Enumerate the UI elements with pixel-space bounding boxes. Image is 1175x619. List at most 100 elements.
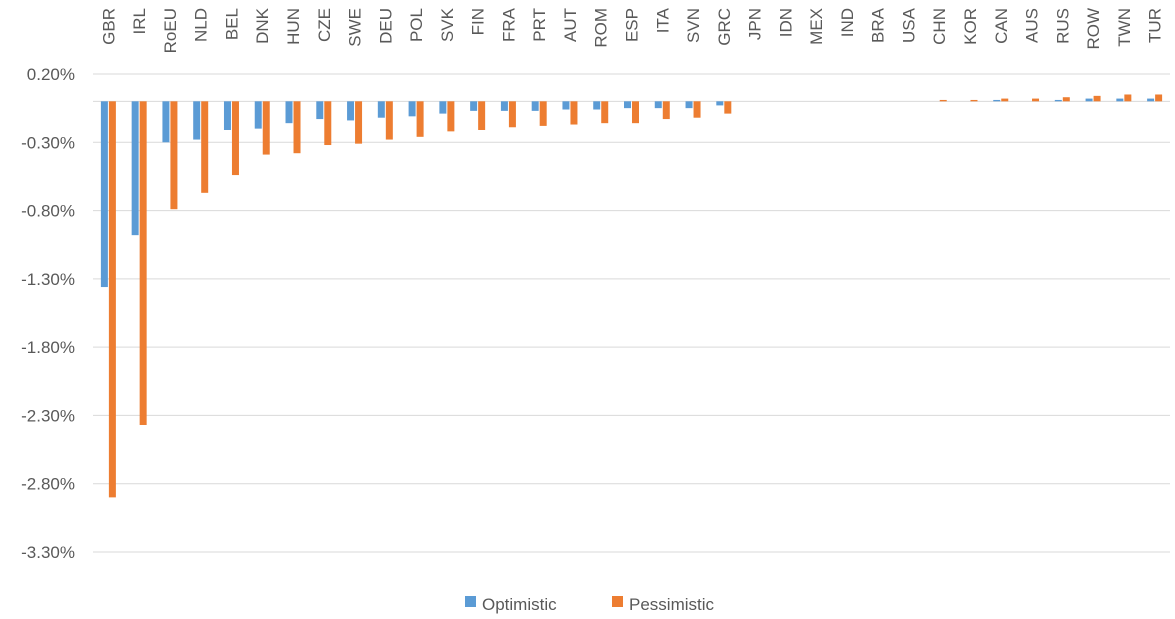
x-category-label: JPN bbox=[746, 8, 765, 40]
x-category-label: CZE bbox=[315, 8, 334, 42]
bar-pessimistic-kor bbox=[970, 99, 978, 102]
legend-label-pessimistic: Pessimistic bbox=[629, 595, 715, 614]
bar-pessimistic-tur bbox=[1155, 94, 1163, 102]
bar-pessimistic-ita bbox=[662, 101, 670, 120]
bar-pessimistic-row bbox=[1093, 95, 1101, 102]
x-category-label: HUN bbox=[284, 8, 303, 45]
x-category-label: IND bbox=[838, 8, 857, 37]
bar-pessimistic-grc bbox=[724, 101, 732, 114]
bar-optimistic-rus bbox=[1054, 99, 1062, 102]
x-category-label: FRA bbox=[499, 7, 518, 42]
bar-optimistic-roeu bbox=[162, 101, 170, 143]
x-category-label: CHN bbox=[930, 8, 949, 45]
bar-optimistic-irl bbox=[131, 101, 139, 236]
bar-optimistic-bel bbox=[223, 101, 231, 130]
y-tick-label: -0.80% bbox=[21, 202, 75, 221]
x-category-label: DEU bbox=[376, 8, 395, 44]
x-category-label: GRC bbox=[715, 8, 734, 46]
y-tick-label: -0.30% bbox=[21, 133, 75, 152]
bar-optimistic-ita bbox=[654, 101, 662, 109]
x-category-label: AUT bbox=[561, 8, 580, 42]
bar-optimistic-cze bbox=[316, 101, 324, 120]
bar-pessimistic-svn bbox=[693, 101, 701, 118]
bar-optimistic-grc bbox=[716, 101, 724, 106]
x-category-label: ESP bbox=[623, 8, 642, 42]
bar-pessimistic-svk bbox=[447, 101, 455, 132]
x-category-label: GBR bbox=[99, 8, 118, 45]
category-labels: GBR IRL RoEU NLD BEL DNK HUN CZE SWE DEU POL SVK FIN… bbox=[99, 7, 1164, 53]
x-category-label: RUS bbox=[1053, 8, 1072, 44]
x-category-label: MEX bbox=[807, 8, 826, 45]
legend-swatch-pessimistic bbox=[612, 596, 623, 607]
bar-pessimistic-irl bbox=[139, 101, 147, 425]
y-tick-label: -1.30% bbox=[21, 270, 75, 289]
bar-optimistic-gbr bbox=[100, 101, 108, 288]
bar-optimistic-pol bbox=[408, 101, 416, 117]
legend: Optimistic Pessimistic bbox=[465, 595, 715, 614]
x-category-label: IRL bbox=[130, 8, 149, 34]
bar-pessimistic-hun bbox=[293, 101, 301, 154]
bar-optimistic-hun bbox=[285, 101, 293, 124]
bar-optimistic-svk bbox=[439, 101, 447, 114]
x-category-label: TWN bbox=[1115, 8, 1134, 47]
y-tick-label: 0.20% bbox=[27, 65, 75, 84]
bar-pessimistic-aus bbox=[1032, 98, 1040, 102]
x-category-label: BRA bbox=[869, 7, 888, 43]
bar-optimistic-fin bbox=[470, 101, 478, 111]
bar-optimistic-aut bbox=[562, 101, 570, 110]
bar-pessimistic-esp bbox=[632, 101, 639, 124]
x-category-label: ROW bbox=[1084, 8, 1103, 50]
bar-optimistic-tur bbox=[1147, 98, 1155, 102]
bar-optimistic-rom bbox=[593, 101, 601, 110]
bar-optimistic-nld bbox=[193, 101, 201, 140]
bar-pessimistic-bel bbox=[231, 101, 239, 176]
legend-swatch-optimistic bbox=[465, 596, 476, 607]
x-category-label: DNK bbox=[253, 7, 272, 44]
bar-optimistic-swe bbox=[347, 101, 355, 121]
x-category-label: SWE bbox=[346, 8, 365, 47]
bar-pessimistic-swe bbox=[355, 101, 363, 144]
x-category-label: USA bbox=[899, 7, 918, 43]
bar-pessimistic-twn bbox=[1124, 94, 1132, 102]
bar-pessimistic-rom bbox=[601, 101, 609, 124]
x-category-label: RoEU bbox=[161, 8, 180, 53]
bar-optimistic-fra bbox=[500, 101, 508, 111]
bar-optimistic-twn bbox=[1116, 98, 1124, 102]
bar-pessimistic-dnk bbox=[262, 101, 270, 155]
x-category-label: SVK bbox=[438, 7, 457, 42]
x-category-label: SVN bbox=[684, 8, 703, 43]
bar-optimistic-row bbox=[1085, 98, 1093, 102]
x-category-label: NLD bbox=[192, 8, 211, 42]
x-category-label: POL bbox=[407, 8, 426, 42]
y-tick-label: -2.80% bbox=[21, 475, 75, 494]
bar-pessimistic-cze bbox=[324, 101, 332, 146]
gridlines bbox=[93, 73, 1170, 553]
y-axis-ticks: 0.20% -0.30% -0.80% -1.30% -1.80% -2.30% -2.80… bbox=[21, 65, 75, 562]
y-tick-label: -2.30% bbox=[21, 406, 75, 425]
bar-pessimistic-roeu bbox=[170, 101, 178, 210]
x-category-label: ROM bbox=[592, 8, 611, 48]
bar-optimistic-deu bbox=[377, 101, 385, 118]
legend-label-optimistic: Optimistic bbox=[482, 595, 557, 614]
bar-pessimistic-fin bbox=[478, 101, 486, 130]
x-category-label: FIN bbox=[469, 8, 488, 35]
bar-pessimistic-chn bbox=[939, 99, 947, 102]
x-category-label: ITA bbox=[653, 7, 672, 33]
y-tick-label: -1.80% bbox=[21, 338, 75, 357]
bar-pessimistic-rus bbox=[1062, 97, 1070, 102]
x-category-label: TUR bbox=[1146, 8, 1165, 43]
bar-pessimistic-deu bbox=[385, 101, 393, 140]
y-tick-label: -3.30% bbox=[21, 543, 75, 562]
bar-pessimistic-pol bbox=[416, 101, 424, 137]
x-category-label: IDN bbox=[776, 8, 795, 37]
bar-pessimistic-prt bbox=[539, 101, 547, 126]
bar-optimistic-svn bbox=[685, 101, 693, 109]
bar-pessimistic-nld bbox=[201, 101, 209, 193]
bar-optimistic-prt bbox=[531, 101, 539, 111]
bar-optimistic-esp bbox=[624, 101, 631, 109]
bar-pessimistic-aut bbox=[570, 101, 578, 125]
x-category-label: CAN bbox=[992, 8, 1011, 44]
x-category-label: PRT bbox=[530, 8, 549, 42]
